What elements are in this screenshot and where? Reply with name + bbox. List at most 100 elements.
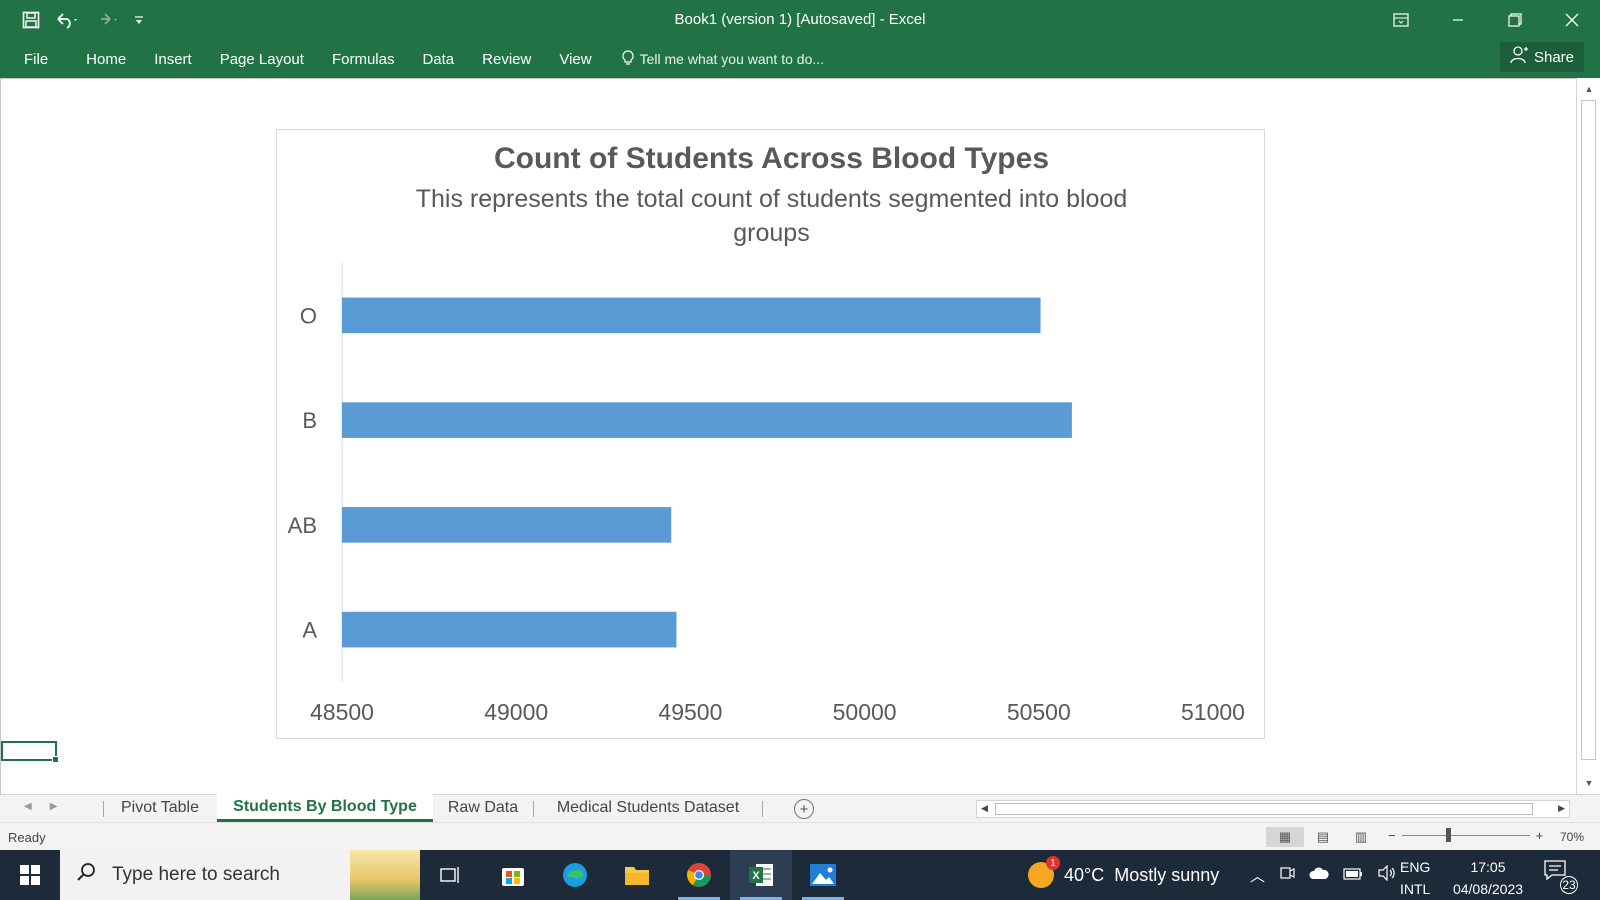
next-sheet-icon[interactable]: ▶ (49, 801, 58, 812)
customize-qat-icon[interactable] (134, 9, 144, 31)
redo-icon[interactable] (94, 9, 120, 31)
page-break-view-icon[interactable]: ▥ (1354, 829, 1368, 844)
weather-icon: 1 (1028, 856, 1060, 888)
ribbon-display-options-icon[interactable] (1372, 0, 1429, 40)
vertical-scroll-thumb[interactable] (1581, 100, 1596, 760)
weather-temp: 40°C (1064, 864, 1105, 885)
category-label: AB (288, 513, 317, 538)
battery-icon[interactable] (1343, 867, 1363, 884)
svg-text:X: X (752, 870, 760, 882)
tab-file[interactable]: File (24, 50, 49, 68)
category-label: B (302, 408, 317, 433)
sheet-tab-pivot-table[interactable]: Pivot Table (121, 799, 199, 816)
tab-insert[interactable]: Insert (154, 50, 192, 68)
scroll-up-icon[interactable]: ▲ (1584, 84, 1594, 94)
zoom-slider-thumb[interactable] (1445, 828, 1451, 842)
window-controls (1372, 0, 1600, 40)
zoom-slider[interactable] (1401, 828, 1530, 842)
clock-time: 17:05 (1470, 859, 1506, 875)
zoom-level[interactable]: 70% (1560, 830, 1585, 844)
tell-me-text: Tell me what you want to do... (639, 51, 825, 67)
tab-view[interactable]: View (559, 50, 592, 68)
notification-center-icon[interactable]: 23 (1544, 860, 1578, 894)
lightbulb-icon (622, 49, 634, 69)
x-tick-label: 48500 (310, 699, 374, 725)
excel-icon[interactable]: X (730, 850, 792, 900)
tab-review[interactable]: Review (482, 50, 532, 68)
prev-sheet-icon[interactable]: ◀ (24, 801, 32, 812)
scroll-left-icon[interactable]: ◀ (981, 803, 988, 813)
page-layout-view-icon[interactable]: ▤ (1316, 829, 1330, 844)
normal-view-icon[interactable]: ▦ (1266, 827, 1304, 847)
search-highlight-image (350, 850, 420, 900)
language-code: ENG (1400, 859, 1431, 875)
weather-widget[interactable]: 1 40°C Mostly sunny (1028, 850, 1219, 900)
chart-plot: O B AB A 48500 49000 49500 50000 50500 51000 (288, 263, 1245, 725)
system-tray: ︿ (1250, 850, 1397, 900)
undo-icon[interactable] (54, 9, 80, 31)
sheet-tab-medical-students-dataset[interactable]: Medical Students Dataset (556, 799, 740, 816)
bar-o[interactable] (342, 297, 1041, 334)
tab-page-layout[interactable]: Page Layout (219, 50, 304, 68)
tab-home[interactable]: Home (86, 50, 127, 68)
sheet-tab-students-by-blood-type[interactable]: Students By Blood Type (217, 794, 433, 822)
onedrive-icon[interactable] (1309, 866, 1329, 884)
close-icon[interactable] (1543, 0, 1600, 40)
add-sheet-icon[interactable]: + (794, 799, 814, 819)
notification-count: 23 (1560, 876, 1578, 894)
ribbon: File Home Insert Page Layout Formulas Da… (0, 40, 1600, 78)
search-placeholder: Type here to search (112, 864, 280, 885)
zoom-in-icon[interactable]: + (1535, 828, 1544, 843)
x-tick-label: 51000 (1181, 699, 1245, 725)
edge-icon[interactable] (544, 850, 606, 900)
clock-date: 04/08/2023 (1452, 881, 1524, 897)
selected-cell[interactable] (1, 741, 59, 763)
category-label: A (302, 618, 317, 643)
zoom-out-icon[interactable]: − (1388, 828, 1396, 843)
taskbar: Type here to search X 1 40°C Mostly sunn… (0, 850, 1600, 900)
photos-icon[interactable] (792, 850, 854, 900)
x-tick-label: 50500 (1007, 699, 1071, 725)
tab-formulas[interactable]: Formulas (331, 50, 395, 68)
horizontal-scrollbar[interactable]: ◀ ▶ (976, 800, 1570, 818)
tab-separator (103, 801, 104, 817)
scroll-down-icon[interactable]: ▼ (1584, 778, 1594, 788)
sheet-nav: ◀ ▶ (24, 801, 57, 812)
task-view-icon[interactable] (420, 850, 482, 900)
taskbar-apps: X (420, 850, 854, 900)
keyboard-layout: INTL (1400, 881, 1431, 897)
vertical-scrollbar[interactable]: ▲ ▼ (1576, 78, 1600, 794)
tab-separator (762, 801, 763, 817)
x-tick-label: 50000 (833, 699, 897, 725)
weather-text: Mostly sunny (1114, 864, 1220, 885)
sheet-tab-raw-data[interactable]: Raw Data (447, 799, 519, 816)
language-indicator[interactable]: ENG INTL (1400, 856, 1430, 900)
share-button[interactable]: Share (1499, 42, 1584, 72)
restore-icon[interactable] (1486, 0, 1543, 40)
horizontal-scroll-thumb[interactable] (995, 803, 1533, 815)
bar-a[interactable] (342, 611, 677, 648)
chrome-icon[interactable] (668, 850, 730, 900)
bar-b[interactable] (342, 402, 1072, 438)
scroll-right-icon[interactable]: ▶ (1558, 803, 1565, 813)
clock[interactable]: 17:05 04/08/2023 (1446, 856, 1530, 900)
chevron-up-icon[interactable]: ︿ (1250, 867, 1266, 885)
save-icon[interactable] (22, 9, 40, 31)
chart[interactable]: Count of Students Across Blood Types Thi… (276, 129, 1265, 739)
status-text: Ready (8, 830, 46, 845)
bar-ab[interactable] (342, 507, 672, 543)
start-button[interactable] (0, 850, 60, 900)
x-tick-label: 49000 (484, 699, 548, 725)
microsoft-store-icon[interactable] (482, 850, 544, 900)
tab-separator (533, 801, 534, 817)
tab-data[interactable]: Data (422, 50, 455, 68)
meet-now-icon[interactable] (1279, 865, 1295, 885)
taskbar-search[interactable]: Type here to search (60, 850, 420, 900)
ribbon-tabs: File Home Insert Page Layout Formulas Da… (0, 40, 824, 78)
file-explorer-icon[interactable] (606, 850, 668, 900)
tell-me-box[interactable]: Tell me what you want to do... (606, 49, 825, 69)
minimize-icon[interactable] (1429, 0, 1486, 40)
chart-subtitle: This represents the total count of stude… (415, 185, 1128, 247)
sheet-tabs-bar: ◀ ▶ Pivot Table Students By Blood Type R… (0, 794, 1600, 822)
volume-icon[interactable] (1377, 864, 1397, 885)
